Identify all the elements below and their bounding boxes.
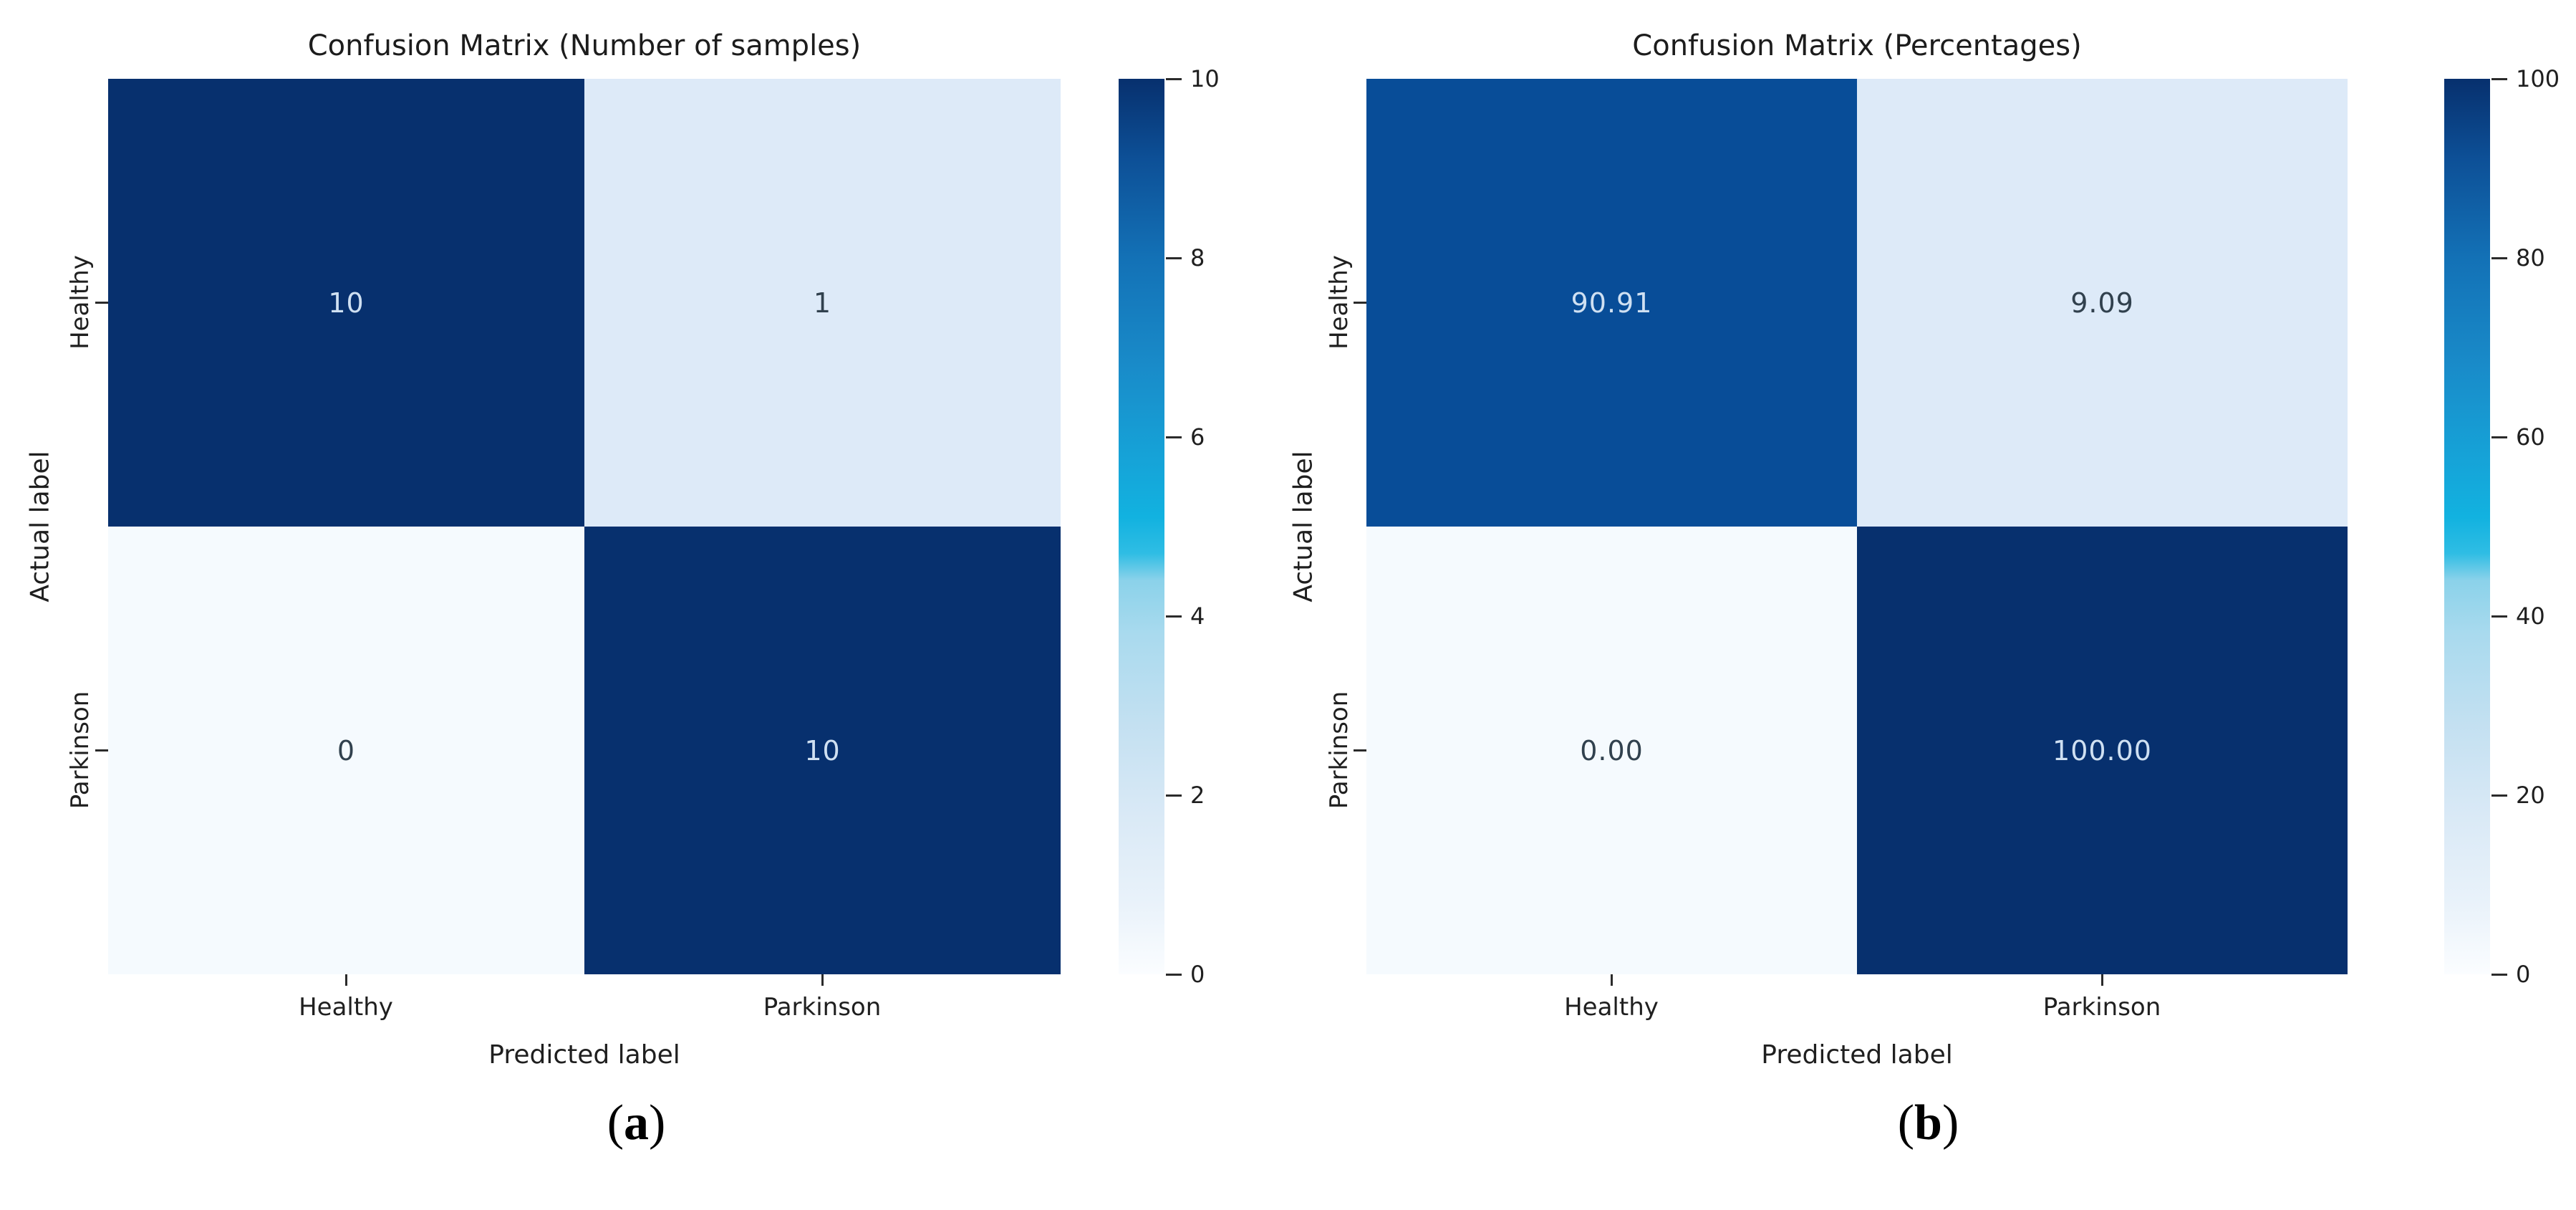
colorbar-tick-mark xyxy=(1166,794,1182,797)
caption-paren: ( xyxy=(1897,1095,1915,1151)
colorbar-tick-mark xyxy=(2491,78,2507,80)
colorbar-tick-mark xyxy=(1166,78,1182,80)
colorbar-tick-label: 2 xyxy=(1190,782,1205,809)
y-tick-mark xyxy=(95,749,108,752)
heatmap-cell-actual-parkinson-pred-healthy: 0.00 xyxy=(1366,527,1857,974)
cell-value: 100.00 xyxy=(2052,734,2152,767)
y-axis-label: Actual label xyxy=(1288,451,1318,602)
x-tick-mark xyxy=(1611,974,1613,986)
subfigure-caption-b: (b) xyxy=(1366,1095,2490,1152)
heatmap-cell-actual-healthy-pred-healthy: 10 xyxy=(108,79,584,527)
y-tick-mark xyxy=(1354,749,1366,752)
x-tick-label-parkinson: Parkinson xyxy=(2042,993,2161,1022)
cell-value: 9.09 xyxy=(2070,287,2134,319)
caption-letter: a xyxy=(624,1095,649,1151)
y-tick-label-healthy: Healthy xyxy=(1325,255,1354,350)
colorbar-tick-mark xyxy=(1166,615,1182,618)
heatmap-cell-actual-healthy-pred-healthy: 90.91 xyxy=(1366,79,1857,527)
colorbar-tick-mark xyxy=(1166,974,1182,976)
caption-paren: ) xyxy=(649,1095,666,1151)
x-tick-label-healthy: Healthy xyxy=(299,993,393,1022)
colorbar-tick-label: 0 xyxy=(1190,961,1205,988)
heatmap-grid: 10 1 0 10 xyxy=(108,79,1061,974)
heatmap-grid: 90.91 9.09 0.00 100.00 xyxy=(1366,79,2348,974)
colorbar-ticks: 10 8 6 4 2 0 xyxy=(1119,65,1291,988)
y-axis-label: Actual label xyxy=(25,451,55,602)
colorbar-tick-mark xyxy=(2491,615,2507,618)
colorbar-tick-label: 100 xyxy=(2516,65,2560,92)
colorbar-tick-mark xyxy=(2491,436,2507,438)
x-axis-label: Predicted label xyxy=(1761,1040,1953,1070)
colorbar-tick-label: 8 xyxy=(1190,244,1205,272)
y-tick-label-healthy: Healthy xyxy=(66,255,95,350)
x-axis-label: Predicted label xyxy=(488,1040,680,1070)
caption-letter: b xyxy=(1914,1095,1942,1151)
x-tick-mark xyxy=(2101,974,2103,986)
colorbar-tick-label: 10 xyxy=(1190,65,1220,92)
heatmap-cell-actual-healthy-pred-parkinson: 9.09 xyxy=(1857,79,2348,527)
cell-value: 0 xyxy=(337,734,356,767)
colorbar-tick-mark xyxy=(2491,794,2507,797)
colorbar-tick-label: 60 xyxy=(2516,423,2545,451)
cell-value: 1 xyxy=(813,287,832,319)
heatmap-cell-actual-parkinson-pred-parkinson: 10 xyxy=(584,527,1061,974)
colorbar-tick-label: 80 xyxy=(2516,244,2545,272)
caption-paren: ( xyxy=(607,1095,624,1151)
colorbar-tick-label: 40 xyxy=(2516,602,2545,630)
x-tick-label-healthy: Healthy xyxy=(1564,993,1659,1022)
colorbar-tick-label: 0 xyxy=(2516,961,2531,988)
colorbar xyxy=(2444,79,2490,974)
confusion-matrix-counts: Confusion Matrix (Number of samples) 10 … xyxy=(25,29,1291,1152)
y-tick-label-parkinson: Parkinson xyxy=(66,691,95,810)
subfigure-caption-a: (a) xyxy=(108,1095,1164,1152)
colorbar-tick-label: 20 xyxy=(2516,782,2545,809)
caption-paren: ) xyxy=(1941,1095,1959,1151)
heatmap-cell-actual-parkinson-pred-healthy: 0 xyxy=(108,527,584,974)
cell-value: 10 xyxy=(328,287,365,319)
heatmap-cell-actual-parkinson-pred-parkinson: 100.00 xyxy=(1857,527,2348,974)
confusion-matrix-percentages: Confusion Matrix (Percentages) 90.91 9.0… xyxy=(1289,0,2576,1210)
x-tick-mark xyxy=(821,974,824,986)
colorbar-tick-mark xyxy=(1166,257,1182,259)
cell-value: 90.91 xyxy=(1571,287,1653,319)
x-tick-label-parkinson: Parkinson xyxy=(763,993,882,1022)
colorbar-tick-mark xyxy=(2491,257,2507,259)
y-tick-mark xyxy=(95,302,108,304)
colorbar xyxy=(1119,79,1164,974)
colorbar-tick-label: 6 xyxy=(1190,423,1205,451)
cell-value: 10 xyxy=(804,734,841,767)
cell-value: 0.00 xyxy=(1580,734,1644,767)
colorbar-tick-label: 4 xyxy=(1190,602,1205,630)
chart-title: Confusion Matrix (Percentages) xyxy=(1632,29,2082,62)
chart-title: Confusion Matrix (Number of samples) xyxy=(307,29,862,62)
y-tick-label-parkinson: Parkinson xyxy=(1325,691,1354,810)
colorbar-ticks: 100 80 60 40 20 0 xyxy=(2444,65,2576,988)
heatmap-cell-actual-healthy-pred-parkinson: 1 xyxy=(584,79,1061,527)
y-tick-mark xyxy=(1354,302,1366,304)
x-tick-mark xyxy=(345,974,347,986)
colorbar-tick-mark xyxy=(1166,436,1182,438)
colorbar-tick-mark xyxy=(2491,974,2507,976)
